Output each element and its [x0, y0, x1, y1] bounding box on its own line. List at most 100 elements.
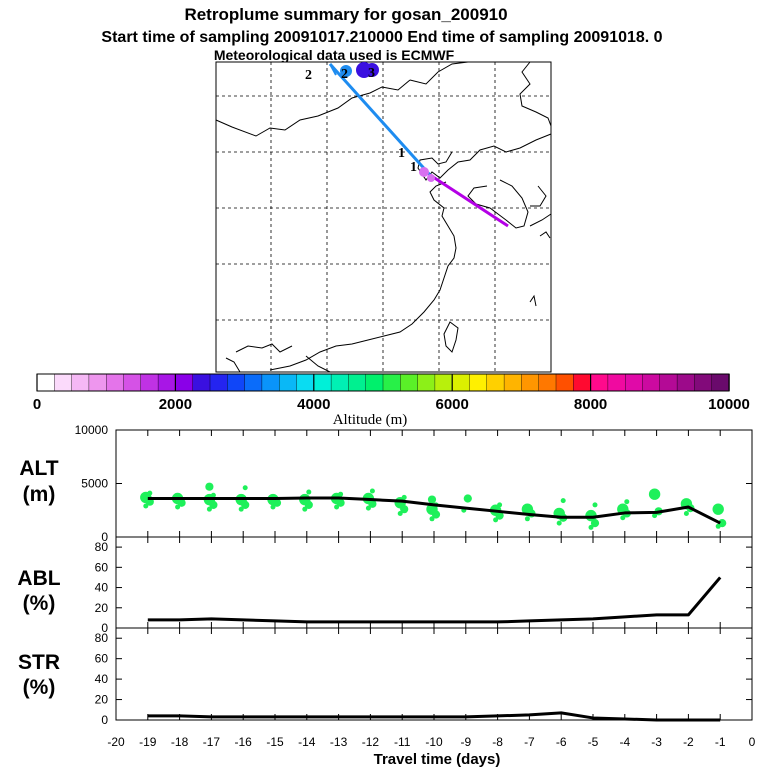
y-tick-label: 20	[95, 693, 109, 707]
y-tick-label: 0	[101, 713, 108, 727]
colorbar-cell	[503, 373, 523, 392]
colorbar-cell	[711, 373, 730, 392]
x-tick-label: -18	[171, 735, 189, 749]
plume-dot	[340, 65, 352, 77]
x-tick-label: -16	[235, 735, 253, 749]
colorbar-cell	[36, 373, 55, 392]
altitude-scatter-point	[683, 510, 689, 516]
map-label: 1	[410, 160, 417, 175]
colorbar-cell	[175, 373, 194, 392]
altitude-scatter-point	[147, 490, 153, 496]
y-tick-label: 80	[95, 540, 109, 554]
colorbar-cell	[469, 373, 488, 392]
colorbar-cell	[538, 373, 557, 392]
map-label: 1	[398, 146, 405, 161]
colorbar-cell	[105, 373, 125, 392]
colorbar-cell	[452, 373, 471, 392]
y-tick-label: 0	[101, 621, 108, 635]
colorbar-cell	[400, 373, 419, 392]
met-data-note: Meteorological data used is ECMWF	[214, 47, 455, 63]
map-frame	[215, 61, 552, 373]
x-tick-label: -9	[460, 735, 471, 749]
colorbar-cell	[209, 373, 228, 392]
colorbar-tick-label: 4000	[297, 396, 330, 413]
colorbar-cell	[694, 373, 713, 392]
colorbar-cell	[486, 373, 505, 392]
abl-panel: ABL (%) 80 60 40 20 0	[17, 536, 753, 635]
colorbar-cell	[382, 373, 401, 392]
colorbar-tick-label: 8000	[574, 396, 607, 413]
colorbar-cell	[573, 373, 592, 392]
colorbar-cell	[590, 373, 609, 392]
y-tick-label: 5000	[81, 477, 108, 491]
colorbar-cell	[244, 373, 263, 392]
altitude-scatter-point	[205, 482, 214, 491]
y-tick-label: 40	[95, 672, 109, 686]
plume-dot	[427, 174, 435, 182]
altitude-scatter-point	[369, 488, 375, 494]
altitude-scatter-point	[306, 489, 312, 495]
altitude-scatter-point	[242, 485, 248, 491]
altitude-scatter-point	[427, 495, 437, 504]
panel-frame	[115, 627, 753, 721]
trajectory-blue-segment	[328, 62, 432, 177]
colorbar-cell	[279, 373, 298, 392]
plume-dot	[419, 167, 429, 177]
colorbar-cell	[676, 373, 696, 392]
altitude-scatter-point	[401, 494, 407, 500]
travel-time-axis: -20 -19 -18 -17 -16 -15 -14 -13 -12 -11 -10 -9 -8 -7-…	[107, 735, 755, 749]
altitude-scatter-point	[497, 502, 503, 508]
x-tick-label: -6	[556, 735, 567, 749]
map-day-labels: 2 2 3 1 1	[305, 66, 417, 175]
abl-ylabel-unit: (%)	[23, 592, 56, 615]
y-tick-label: 60	[95, 560, 109, 574]
colorbar-cell	[330, 373, 350, 392]
altitude-scatter-point	[718, 518, 727, 528]
altitude-scatter-point	[556, 520, 562, 526]
x-tick-label: -11	[394, 735, 411, 749]
map-graticule	[216, 62, 551, 372]
alt-series-line	[147, 496, 721, 525]
map-label: 3	[368, 66, 375, 81]
colorbar-cell	[659, 373, 678, 392]
x-tick-label: -20	[107, 735, 125, 749]
altitude-scatter-point	[463, 494, 472, 503]
colorbar-cell	[88, 373, 107, 392]
trajectory-blue-tail	[329, 63, 337, 76]
str-panel: STR (%) 80 60 40 20 0	[18, 627, 753, 727]
x-tick-label: -12	[362, 735, 380, 749]
colorbar-cell	[71, 373, 90, 392]
plume-dot	[365, 63, 379, 77]
y-tick-label: 10000	[75, 423, 109, 437]
colorbar-xlabel: Altitude (m)	[333, 412, 408, 428]
colorbar-tick-label: 2000	[159, 396, 192, 413]
colorbar-cell	[157, 373, 177, 392]
x-tick-label: 0	[749, 735, 756, 749]
altitude-scatter-point	[624, 499, 630, 505]
x-tick-label: -10	[425, 735, 443, 749]
colorbar-cell	[434, 373, 453, 392]
trajectory-purple-segment	[429, 173, 509, 228]
x-tick-label: -13	[330, 735, 348, 749]
coastlines	[215, 61, 552, 373]
altitude-scatter-point	[521, 503, 534, 515]
x-tick-label: -4	[619, 735, 630, 749]
colorbar-cell	[417, 373, 436, 392]
colorbar-cell	[261, 373, 280, 392]
x-tick-label: -14	[298, 735, 316, 749]
altitude-scatter-point	[210, 492, 216, 498]
x-tick-label: -3	[651, 735, 662, 749]
colorbar-tick-label: 0	[33, 396, 41, 413]
colorbar-tick-label: 6000	[436, 396, 469, 413]
y-tick-label: 20	[95, 601, 109, 615]
y-tick-label: 80	[95, 631, 109, 645]
colorbar-cell	[555, 373, 574, 392]
x-tick-label: -15	[266, 735, 284, 749]
abl-series-line	[147, 576, 722, 624]
colorbar-cell	[625, 373, 644, 392]
colorbar-cell	[313, 373, 332, 392]
colorbar-cell	[348, 373, 367, 392]
x-tick-label: -1	[715, 735, 726, 749]
colorbar-cell	[227, 373, 246, 392]
